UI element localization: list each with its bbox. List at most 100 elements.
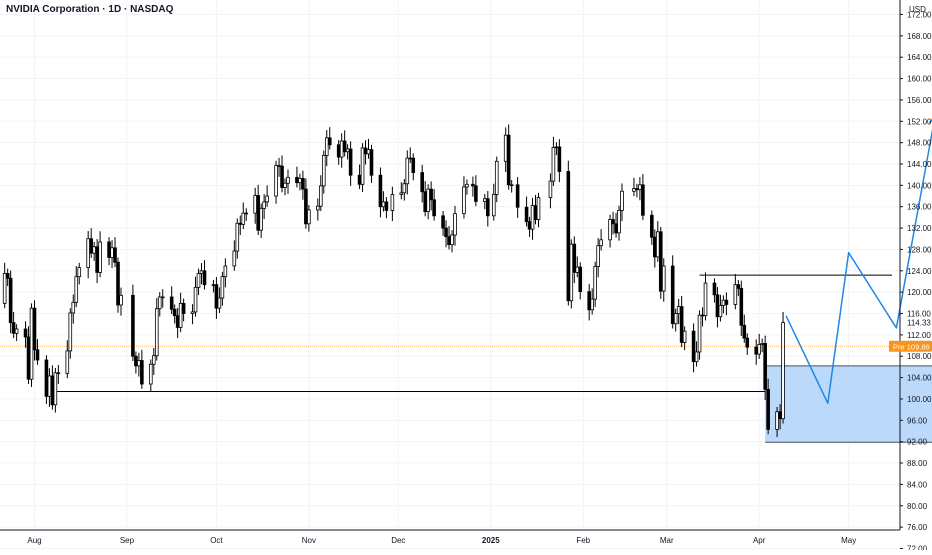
candle[interactable]: [223, 265, 228, 278]
candle[interactable]: [745, 337, 750, 348]
candle[interactable]: [65, 350, 70, 374]
candle[interactable]: [339, 140, 344, 158]
candle[interactable]: [56, 372, 61, 374]
candle[interactable]: [587, 291, 591, 311]
demand-zone[interactable]: [765, 365, 932, 443]
candle[interactable]: [697, 314, 702, 353]
candle[interactable]: [402, 183, 407, 194]
candle[interactable]: [405, 157, 410, 185]
candle[interactable]: [474, 185, 478, 202]
candle[interactable]: [694, 351, 699, 363]
candle[interactable]: [169, 296, 174, 310]
candle[interactable]: [32, 307, 37, 351]
candle[interactable]: [44, 359, 49, 397]
candle[interactable]: [321, 155, 326, 187]
candle[interactable]: [214, 284, 219, 309]
candle[interactable]: [575, 266, 580, 273]
candle[interactable]: [530, 205, 535, 230]
candle[interactable]: [384, 201, 389, 211]
candle[interactable]: [679, 306, 684, 343]
candle[interactable]: [327, 137, 332, 146]
candle[interactable]: [86, 238, 90, 268]
candle[interactable]: [211, 284, 216, 286]
candle[interactable]: [691, 330, 696, 363]
candle[interactable]: [703, 282, 708, 317]
candle[interactable]: [676, 306, 681, 314]
candle[interactable]: [641, 184, 645, 216]
candle[interactable]: [566, 171, 571, 302]
candle[interactable]: [635, 188, 639, 191]
candle[interactable]: [77, 267, 82, 278]
candle[interactable]: [134, 355, 138, 367]
candle[interactable]: [345, 148, 350, 153]
candle[interactable]: [527, 221, 532, 230]
candle[interactable]: [593, 266, 597, 300]
candle[interactable]: [462, 186, 466, 215]
candle[interactable]: [342, 140, 347, 153]
candle[interactable]: [661, 265, 666, 292]
candle[interactable]: [509, 184, 514, 187]
candle[interactable]: [611, 219, 615, 225]
candle[interactable]: [107, 241, 111, 258]
candle[interactable]: [5, 273, 10, 279]
candle[interactable]: [408, 157, 413, 160]
candle[interactable]: [301, 178, 305, 190]
candle[interactable]: [298, 178, 302, 184]
candle[interactable]: [89, 238, 93, 254]
candle[interactable]: [199, 270, 204, 274]
candle[interactable]: [119, 294, 123, 306]
candle[interactable]: [74, 276, 79, 303]
candle[interactable]: [548, 180, 553, 199]
candle[interactable]: [14, 328, 19, 334]
candle[interactable]: [277, 165, 281, 167]
candle[interactable]: [423, 191, 427, 212]
candle[interactable]: [324, 137, 329, 156]
candle[interactable]: [715, 294, 720, 318]
candle[interactable]: [366, 149, 371, 155]
candle[interactable]: [763, 343, 767, 390]
candle[interactable]: [235, 222, 240, 252]
candle[interactable]: [426, 188, 430, 212]
candle[interactable]: [447, 236, 451, 246]
candle[interactable]: [232, 250, 237, 267]
candle[interactable]: [614, 223, 618, 234]
candle[interactable]: [196, 273, 201, 288]
candle[interactable]: [265, 195, 269, 203]
candle[interactable]: [110, 247, 114, 258]
projection-path[interactable]: [785, 116, 932, 404]
candle[interactable]: [766, 388, 770, 430]
candle[interactable]: [718, 305, 723, 318]
candle[interactable]: [486, 198, 490, 217]
candle[interactable]: [274, 165, 278, 197]
candle[interactable]: [304, 188, 308, 225]
candle[interactable]: [653, 236, 657, 258]
candle[interactable]: [253, 195, 257, 214]
candle[interactable]: [742, 324, 747, 339]
candle[interactable]: [140, 360, 144, 385]
candle[interactable]: [450, 234, 454, 246]
candle[interactable]: [754, 346, 759, 355]
candle[interactable]: [399, 192, 404, 195]
candle[interactable]: [35, 349, 40, 361]
candle[interactable]: [503, 134, 508, 162]
candle[interactable]: [733, 284, 738, 305]
candle[interactable]: [244, 212, 249, 215]
candle[interactable]: [178, 302, 183, 328]
candle[interactable]: [775, 411, 779, 430]
candle[interactable]: [494, 160, 499, 195]
candle[interactable]: [650, 214, 654, 238]
candle[interactable]: [53, 372, 58, 406]
candle[interactable]: [491, 194, 496, 217]
candle[interactable]: [724, 299, 729, 305]
candle[interactable]: [453, 213, 457, 236]
candle[interactable]: [29, 307, 34, 380]
candle[interactable]: [736, 284, 741, 289]
candle[interactable]: [137, 360, 141, 367]
candle[interactable]: [71, 301, 76, 314]
candle[interactable]: [524, 206, 529, 223]
candle[interactable]: [444, 227, 448, 238]
candle[interactable]: [578, 266, 583, 293]
candle[interactable]: [47, 375, 52, 397]
candle[interactable]: [154, 308, 159, 357]
candle[interactable]: [259, 207, 263, 231]
